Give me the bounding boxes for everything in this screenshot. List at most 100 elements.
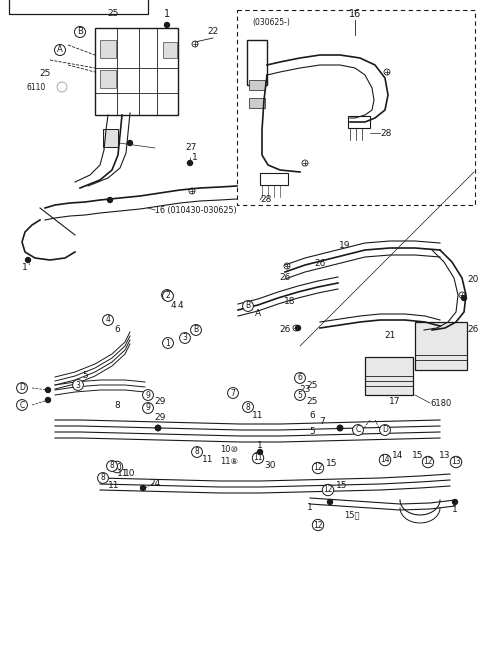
Text: 20: 20 xyxy=(467,275,479,284)
Text: 2: 2 xyxy=(166,291,170,300)
Text: 10: 10 xyxy=(124,470,136,479)
Bar xyxy=(249,80,265,90)
Text: 3: 3 xyxy=(75,380,81,390)
Bar xyxy=(103,129,118,147)
Text: 11: 11 xyxy=(202,455,214,464)
Text: B: B xyxy=(193,326,199,335)
Text: 25: 25 xyxy=(306,380,318,390)
Text: 11: 11 xyxy=(253,453,263,463)
Text: 4: 4 xyxy=(106,315,110,324)
Text: 4: 4 xyxy=(170,300,176,309)
Text: 11: 11 xyxy=(108,481,120,490)
Text: C: C xyxy=(19,401,24,410)
Text: D: D xyxy=(19,384,25,393)
Text: 3: 3 xyxy=(182,333,187,342)
Text: 6: 6 xyxy=(298,373,302,382)
Text: 26: 26 xyxy=(279,326,291,335)
Text: 8: 8 xyxy=(246,402,251,412)
Text: 25: 25 xyxy=(306,397,318,406)
Text: 2: 2 xyxy=(165,291,169,300)
Bar xyxy=(100,40,116,58)
Text: 29: 29 xyxy=(154,397,166,406)
Bar xyxy=(247,40,267,85)
Text: 7: 7 xyxy=(319,417,325,426)
Text: 6: 6 xyxy=(114,326,120,335)
Circle shape xyxy=(461,295,467,300)
Text: 6: 6 xyxy=(309,410,315,419)
Text: 18: 18 xyxy=(284,298,296,306)
Text: 26: 26 xyxy=(467,326,479,335)
Text: A: A xyxy=(57,45,63,54)
Text: 12: 12 xyxy=(323,486,333,494)
Text: 13: 13 xyxy=(451,457,461,466)
Text: 5: 5 xyxy=(82,371,88,379)
Text: 1: 1 xyxy=(257,441,263,450)
Text: 29: 29 xyxy=(154,413,166,422)
Circle shape xyxy=(327,499,333,505)
Text: 17: 17 xyxy=(389,397,401,406)
Bar xyxy=(95,28,178,115)
Text: 1: 1 xyxy=(166,339,170,348)
Text: 28: 28 xyxy=(260,196,271,205)
Text: 21: 21 xyxy=(384,331,396,340)
Text: B: B xyxy=(77,28,83,37)
Text: 15⑫: 15⑫ xyxy=(344,510,360,519)
Text: 24: 24 xyxy=(149,479,161,488)
Circle shape xyxy=(108,198,112,202)
Text: D: D xyxy=(382,426,388,435)
Circle shape xyxy=(296,326,300,331)
Text: 8: 8 xyxy=(114,401,120,410)
Text: B: B xyxy=(245,302,251,311)
Text: 25: 25 xyxy=(108,10,119,19)
Text: 14: 14 xyxy=(392,450,404,459)
Circle shape xyxy=(46,397,50,402)
Text: 8: 8 xyxy=(101,474,106,483)
Text: 16: 16 xyxy=(349,9,361,19)
Circle shape xyxy=(141,486,145,490)
Text: 12: 12 xyxy=(313,521,323,530)
Text: 1: 1 xyxy=(164,9,170,19)
Circle shape xyxy=(156,426,160,430)
Text: 25: 25 xyxy=(39,68,51,78)
Text: 5: 5 xyxy=(298,390,302,399)
Text: 1: 1 xyxy=(307,503,313,512)
Text: 30: 30 xyxy=(264,461,276,470)
Text: 9: 9 xyxy=(145,404,150,413)
Bar xyxy=(260,173,288,185)
Text: (030625-): (030625-) xyxy=(252,17,290,26)
Text: 28: 28 xyxy=(380,129,391,138)
Text: 23: 23 xyxy=(300,386,311,395)
Text: 22: 22 xyxy=(207,28,218,37)
Text: 19: 19 xyxy=(339,240,351,249)
Text: 6180: 6180 xyxy=(430,399,451,408)
Text: 12: 12 xyxy=(313,463,323,472)
Circle shape xyxy=(25,258,31,262)
Text: 1: 1 xyxy=(22,264,28,273)
Text: 12: 12 xyxy=(423,457,433,466)
Text: 1: 1 xyxy=(452,506,458,514)
Text: 16 (010430-030625): 16 (010430-030625) xyxy=(155,205,237,214)
Text: 5: 5 xyxy=(309,428,315,437)
Text: 1: 1 xyxy=(192,152,198,162)
Text: 13: 13 xyxy=(439,450,451,459)
Bar xyxy=(415,322,467,370)
Circle shape xyxy=(165,23,169,28)
Text: 15: 15 xyxy=(326,459,338,468)
Text: 10⑩: 10⑩ xyxy=(220,446,238,455)
Text: 26: 26 xyxy=(279,273,291,282)
Text: 11⑧: 11⑧ xyxy=(220,457,238,466)
Bar xyxy=(163,42,177,58)
Text: 15: 15 xyxy=(412,450,424,459)
Text: 4: 4 xyxy=(177,300,183,309)
Text: 7: 7 xyxy=(230,388,235,397)
Bar xyxy=(9,0,148,14)
Text: 9: 9 xyxy=(145,390,150,399)
Circle shape xyxy=(46,388,50,393)
Text: 10: 10 xyxy=(112,463,122,472)
Text: 11: 11 xyxy=(252,410,264,419)
Text: A: A xyxy=(255,309,261,318)
Text: 6110: 6110 xyxy=(26,83,46,92)
Text: 8: 8 xyxy=(109,461,114,470)
Circle shape xyxy=(337,426,343,430)
Text: 15: 15 xyxy=(336,481,348,490)
